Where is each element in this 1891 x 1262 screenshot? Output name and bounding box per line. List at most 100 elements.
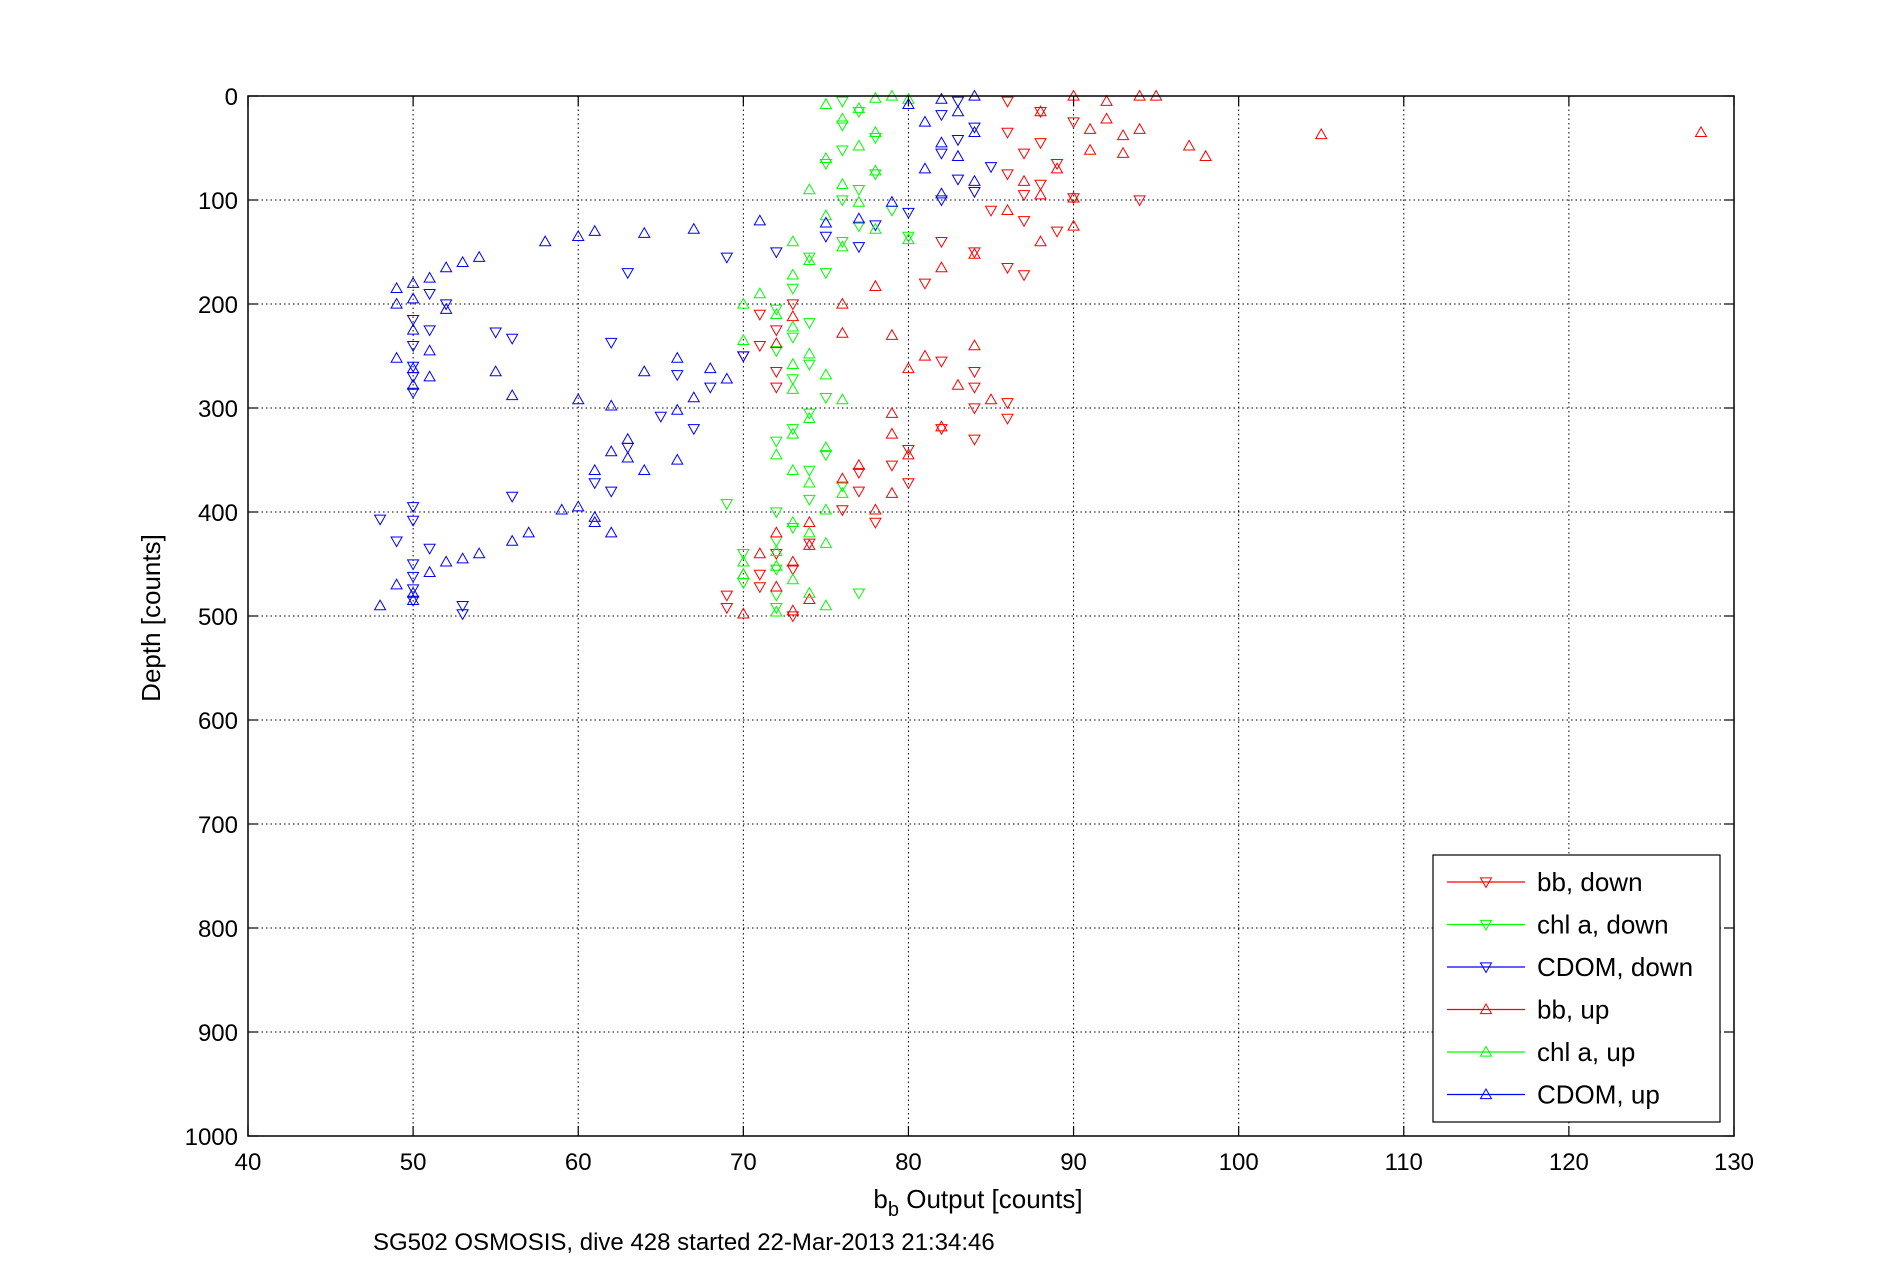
data-point — [439, 555, 453, 567]
data-point — [918, 278, 932, 290]
data-point — [406, 292, 420, 304]
data-point — [456, 609, 470, 621]
x-tick-label: 60 — [565, 1149, 592, 1176]
data-point — [753, 287, 767, 299]
data-point — [852, 486, 866, 498]
data-point — [869, 132, 882, 145]
data-point — [902, 207, 915, 219]
x-tick-label: 70 — [730, 1149, 757, 1176]
data-point — [588, 515, 602, 528]
data-point — [1050, 226, 1064, 238]
legend-label: chl a, up — [1537, 1037, 1635, 1067]
data-point — [505, 534, 519, 546]
x-axis-label-sub: b — [888, 1199, 899, 1221]
data-point — [786, 611, 800, 623]
data-point — [670, 370, 684, 382]
y-tick-label: 900 — [198, 1020, 238, 1047]
data-point — [390, 351, 403, 363]
data-point — [456, 552, 470, 564]
data-point — [588, 478, 602, 490]
data-point — [836, 486, 849, 498]
y-tick-label: 0 — [225, 84, 238, 111]
data-point — [819, 599, 833, 611]
data-point — [1034, 105, 1047, 117]
data-point — [803, 408, 816, 420]
data-point — [1067, 191, 1080, 203]
data-point — [819, 503, 833, 515]
data-point — [390, 578, 403, 590]
x-axis-label-rest: Output [counts] — [899, 1184, 1083, 1214]
data-point — [637, 226, 651, 238]
y-axis-label: Depth [counts] — [136, 534, 166, 702]
data-point — [852, 212, 866, 224]
legend-box — [1432, 854, 1721, 1123]
data-point — [654, 411, 668, 423]
data-point — [1017, 148, 1031, 160]
data-point — [885, 406, 899, 418]
data-point — [1083, 122, 1097, 134]
data-point — [1694, 125, 1708, 138]
x-tick-label: 100 — [1219, 1149, 1259, 1176]
data-point — [588, 463, 602, 476]
data-point — [803, 411, 816, 424]
data-point — [968, 403, 981, 415]
data-point — [769, 507, 783, 519]
data-point — [902, 444, 915, 457]
data-point — [753, 569, 767, 581]
data-point — [1182, 139, 1196, 151]
data-point — [1034, 106, 1047, 119]
data-point — [406, 584, 420, 596]
data-point — [803, 465, 816, 477]
data-point — [852, 467, 866, 479]
data-point — [951, 135, 965, 147]
data-point — [836, 297, 849, 309]
legend-label: CDOM, up — [1537, 1080, 1660, 1110]
data-point — [736, 297, 750, 309]
data-point — [571, 500, 585, 512]
data-point — [819, 268, 833, 280]
data-point — [687, 424, 701, 436]
data-point — [736, 567, 750, 580]
data-point — [390, 281, 403, 294]
data-point — [803, 183, 816, 195]
data-point — [852, 221, 866, 233]
data-point — [902, 233, 915, 245]
data-point — [1067, 193, 1080, 205]
data-point — [670, 351, 684, 363]
data-point — [968, 434, 981, 446]
data-point — [1067, 219, 1080, 231]
data-point — [670, 453, 684, 465]
data-point — [1100, 94, 1113, 106]
data-point — [736, 548, 750, 561]
legend-label: CDOM, down — [1537, 952, 1693, 982]
data-point — [390, 297, 403, 309]
data-point — [720, 252, 734, 264]
y-tick-label: 700 — [198, 812, 238, 839]
data-point — [753, 582, 767, 594]
data-point — [803, 476, 816, 488]
data-point — [852, 184, 866, 197]
data-point — [836, 195, 849, 207]
data-point — [786, 424, 800, 436]
data-point — [637, 365, 651, 377]
data-point — [885, 486, 899, 498]
legend-label: bb, down — [1537, 867, 1643, 897]
data-point — [1017, 174, 1031, 186]
data-point — [786, 320, 800, 332]
data-point — [769, 436, 783, 448]
data-point — [1001, 398, 1014, 410]
data-point — [803, 253, 816, 265]
data-point — [769, 526, 783, 538]
data-point — [852, 242, 866, 254]
data-point — [918, 349, 932, 361]
data-point — [769, 337, 783, 349]
data-point — [984, 393, 998, 405]
data-point — [836, 472, 849, 484]
data-point — [984, 162, 998, 174]
data-point — [885, 195, 899, 207]
grid — [248, 96, 1734, 1136]
data-point — [571, 393, 585, 405]
data-point — [869, 220, 882, 232]
data-point — [439, 261, 453, 273]
data-point — [819, 158, 833, 171]
